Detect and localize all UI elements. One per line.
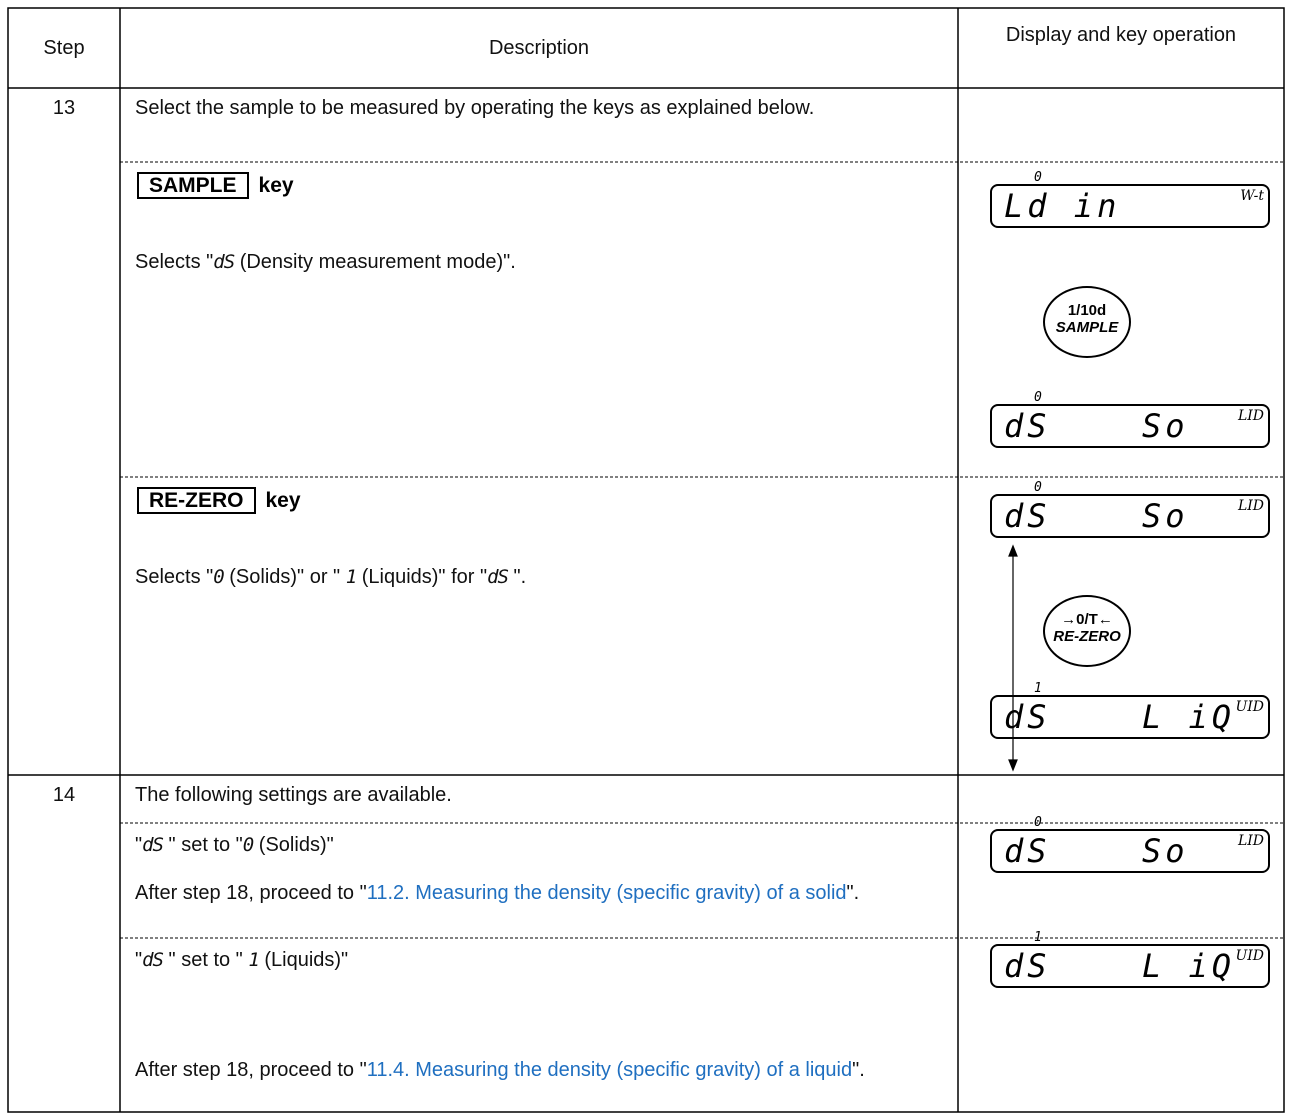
lcd-main: dS	[1004, 832, 1051, 870]
text: After step 18, proceed to "	[135, 882, 367, 904]
button-top: →0/T←	[1061, 611, 1113, 628]
seg: 1	[345, 566, 357, 588]
lcd-marker: 1	[1034, 681, 1042, 696]
text: ".	[852, 1059, 865, 1081]
lcd-main: dS	[1004, 407, 1051, 445]
text: ".	[507, 566, 527, 588]
lcd-marker: 0	[1034, 480, 1042, 495]
header-step: Step	[43, 37, 85, 59]
step-number: 14	[52, 784, 76, 806]
paragraph: "dS " set to "0 (Solids)"	[135, 831, 950, 859]
lcd-marker: 1	[1034, 930, 1042, 945]
lcd-unit: UID	[1235, 948, 1264, 964]
lcd-marker: 0	[1034, 170, 1042, 185]
header-display: Display and key operation	[1005, 24, 1237, 46]
lcd-right: So	[1142, 832, 1189, 870]
step-intro: The following settings are available.	[135, 784, 452, 806]
lcd-display: 0 Ld in W-t	[990, 170, 1270, 228]
link[interactable]: 11.4. Measuring the density (specific gr…	[366, 1059, 853, 1081]
seg: 0	[242, 834, 254, 856]
text: After step 18, proceed to "	[135, 1059, 367, 1081]
key-button: 1/10d SAMPLE	[1043, 286, 1131, 358]
lcd-main: dS	[1004, 497, 1051, 535]
seg: dS	[213, 251, 235, 273]
lcd-main: Ld in	[1004, 187, 1121, 225]
seg: 1	[248, 949, 259, 971]
lcd-display: 0 dS So LID	[990, 390, 1270, 448]
text: (Solids)" or "	[223, 566, 346, 588]
lcd-marker: 0	[1034, 815, 1042, 830]
lcd-main: dS	[1004, 947, 1051, 985]
text: ".	[846, 882, 860, 904]
paragraph: After step 18, proceed to "11.2. Measuri…	[135, 879, 945, 907]
text: (Liquids)" for "	[356, 566, 488, 588]
text: Selects "	[135, 251, 214, 273]
lcd-main: dS	[1004, 698, 1051, 736]
text: (Liquids)"	[258, 949, 349, 971]
lcd-unit: LID	[1237, 498, 1264, 514]
lcd-right: So	[1142, 497, 1189, 535]
seg: dS	[487, 566, 509, 588]
lcd-display: 1 dS L iQ UID	[990, 681, 1270, 739]
seg: dS	[142, 834, 164, 856]
header-description: Description	[488, 37, 590, 59]
lcd-display: 0 dS So LID	[990, 815, 1270, 873]
lcd-unit: LID	[1237, 833, 1264, 849]
key-label: RE-ZERO key	[137, 487, 301, 514]
lcd-right: L iQ	[1142, 947, 1236, 985]
paragraph: "dS " set to " 1 (Liquids)"	[135, 946, 950, 974]
key-box: SAMPLE	[137, 172, 249, 199]
link[interactable]: 11.2. Measuring the density (specific gr…	[366, 882, 847, 904]
key-label: SAMPLE key	[137, 172, 294, 199]
text: (Density measurement mode)".	[234, 251, 516, 273]
text: Selects "	[135, 566, 214, 588]
seg: dS	[142, 949, 164, 971]
text: "	[135, 949, 143, 971]
paragraph: After step 18, proceed to "11.4. Measuri…	[135, 1056, 945, 1084]
lcd-marker: 0	[1034, 390, 1042, 405]
paragraph: Selects "0 (Solids)" or " 1 (Liquids)" f…	[135, 563, 950, 591]
key-suffix: key	[265, 489, 301, 512]
lcd-unit: W-t	[1240, 188, 1264, 204]
lcd-right: So	[1142, 407, 1189, 445]
lcd-display: 1 dS L iQ UID	[990, 930, 1270, 988]
text: " set to "	[163, 834, 243, 856]
text: " set to "	[163, 949, 249, 971]
lcd-unit: LID	[1237, 408, 1264, 424]
button-bottom: RE-ZERO	[1053, 628, 1121, 645]
seg: 0	[213, 566, 224, 588]
step-number: 13	[52, 97, 76, 119]
key-suffix: key	[258, 174, 294, 197]
lcd-display: 0 dS So LID	[990, 480, 1270, 538]
button-top: 1/10d	[1067, 302, 1107, 319]
button-bottom: SAMPLE	[1055, 319, 1119, 336]
lcd-unit: UID	[1235, 699, 1264, 715]
key-button: →0/T← RE-ZERO	[1043, 595, 1131, 667]
step-intro: Select the sample to be measured by oper…	[135, 97, 815, 119]
paragraph: Selects "dS (Density measurement mode)".	[135, 248, 950, 276]
text: (Solids)"	[253, 834, 334, 856]
lcd-right: L iQ	[1142, 698, 1236, 736]
key-box: RE-ZERO	[137, 487, 256, 514]
text: "	[135, 834, 143, 856]
